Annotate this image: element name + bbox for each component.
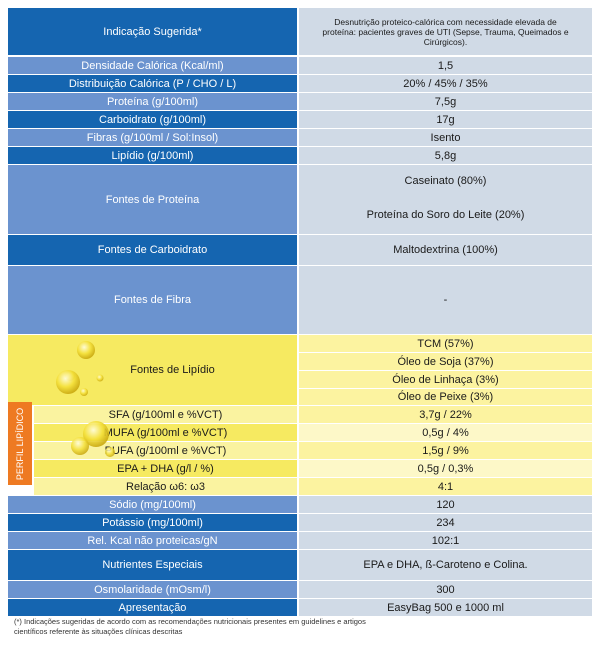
row-value: 1,5g / 9%	[299, 442, 592, 459]
row-value: 5,8g	[299, 147, 592, 164]
row-label: Sódio (mg/100ml)	[8, 496, 297, 513]
row-value: 17g	[299, 111, 592, 128]
row-lipidio: Lipídio (g/100ml) 5,8g	[8, 147, 592, 164]
row-label: Rel. Kcal não proteicas/gN	[8, 532, 297, 549]
row-distribuicao: Distribuição Calórica (P / CHO / L) 20% …	[8, 75, 592, 92]
row-label: SFA (g/100ml e %VCT)	[34, 406, 297, 423]
row-value: 7,5g	[299, 93, 592, 110]
row-indicacao: Indicação Sugerida* Desnutrição proteico…	[8, 8, 592, 55]
row-fontes-lipidio: Fontes de Lipídio TCM (57%) Óleo de Soja…	[8, 335, 592, 405]
row-potassio: Potássio (mg/100ml) 234	[8, 514, 592, 531]
row-sfa: SFA (g/100ml e %VCT) 3,7g / 22%	[8, 406, 592, 423]
oil-droplets-decoration	[56, 341, 115, 457]
row-value: Óleo de Linhaça (3%)	[392, 373, 499, 386]
row-value: 4:1	[299, 478, 592, 495]
row-value: EPA e DHA, ß-Caroteno e Colina.	[299, 550, 592, 580]
row-value: 0,5g / 4%	[299, 424, 592, 441]
row-value: Óleo de Soja (37%)	[397, 355, 494, 368]
row-value: -	[299, 266, 592, 334]
row-osmolaridade: Osmolaridade (mOsm/l) 300	[8, 581, 592, 598]
row-label: Proteína (g/100ml)	[8, 93, 297, 110]
row-nutrientes: Nutrientes Especiais EPA e DHA, ß-Carote…	[8, 550, 592, 580]
row-label: Apresentação	[8, 599, 297, 616]
row-label: Fontes de Fibra	[8, 266, 297, 334]
perfil-lipidico-tab: PERFIL LIPÍDICO	[8, 402, 32, 485]
row-carboidrato: Carboidrato (g/100ml) 17g	[8, 111, 592, 128]
row-epa-dha: EPA + DHA (g/l / %) 0,5g / 0,3%	[8, 460, 592, 477]
row-value: 120	[299, 496, 592, 513]
row-fontes-fibra: Fontes de Fibra -	[8, 266, 592, 334]
row-label: Osmolaridade (mOsm/l)	[8, 581, 297, 598]
row-label: Fontes de Carboidrato	[8, 235, 297, 265]
row-value: 300	[299, 581, 592, 598]
row-fontes-proteina: Fontes de Proteína Caseinato (80%) Prote…	[8, 165, 592, 234]
row-value: 3,7g / 22%	[299, 406, 592, 423]
row-fontes-carboidrato: Fontes de Carboidrato Maltodextrina (100…	[8, 235, 592, 265]
row-label: Fibras (g/100ml / Sol:Insol)	[8, 129, 297, 146]
row-value: Maltodextrina (100%)	[299, 235, 592, 265]
row-sodio: Sódio (mg/100ml) 120	[8, 496, 592, 513]
row-value: EasyBag 500 e 1000 ml	[299, 599, 592, 616]
row-apresentacao: Apresentação EasyBag 500 e 1000 ml	[8, 599, 592, 616]
row-label: Distribuição Calórica (P / CHO / L)	[8, 75, 297, 92]
row-proteina: Proteína (g/100ml) 7,5g	[8, 93, 592, 110]
row-label: Fontes de Lipídio	[8, 335, 297, 405]
row-value: 20% / 45% / 35%	[299, 75, 592, 92]
row-value: Caseinato (80%)	[404, 175, 487, 187]
row-label: Indicação Sugerida*	[8, 8, 297, 55]
row-label: Nutrientes Especiais	[8, 550, 297, 580]
row-label: Carboidrato (g/100ml)	[8, 111, 297, 128]
row-label: EPA + DHA (g/l / %)	[34, 460, 297, 477]
row-relacao: Relação ω6: ω3 4:1	[8, 478, 592, 495]
row-label: Relação ω6: ω3	[34, 478, 297, 495]
row-label: Densidade Calórica (Kcal/ml)	[8, 57, 297, 74]
row-value: Óleo de Peixe (3%)	[397, 391, 494, 403]
row-value: TCM (57%)	[417, 337, 474, 350]
row-label: Fontes de Proteína	[8, 165, 297, 234]
row-label: Lipídio (g/100ml)	[8, 147, 297, 164]
row-value: 234	[299, 514, 592, 531]
row-value: Desnutrição proteico-calórica com necess…	[299, 8, 592, 55]
row-densidade: Densidade Calórica (Kcal/ml) 1,5	[8, 57, 592, 74]
perfil-lipidico-label: PERFIL LIPÍDICO	[15, 407, 25, 480]
row-value: 0,5g / 0,3%	[299, 460, 592, 477]
row-value: 1,5	[299, 57, 592, 74]
row-fibras: Fibras (g/100ml / Sol:Insol) Isento	[8, 129, 592, 146]
row-value: Proteína do Soro do Leite (20%)	[366, 209, 525, 221]
row-value: 102:1	[299, 532, 592, 549]
footnote: (*) Indicações sugeridas de acordo com a…	[14, 617, 366, 636]
row-kcal-gn: Rel. Kcal não proteicas/gN 102:1	[8, 532, 592, 549]
row-label: Potássio (mg/100ml)	[8, 514, 297, 531]
row-value: Isento	[299, 129, 592, 146]
